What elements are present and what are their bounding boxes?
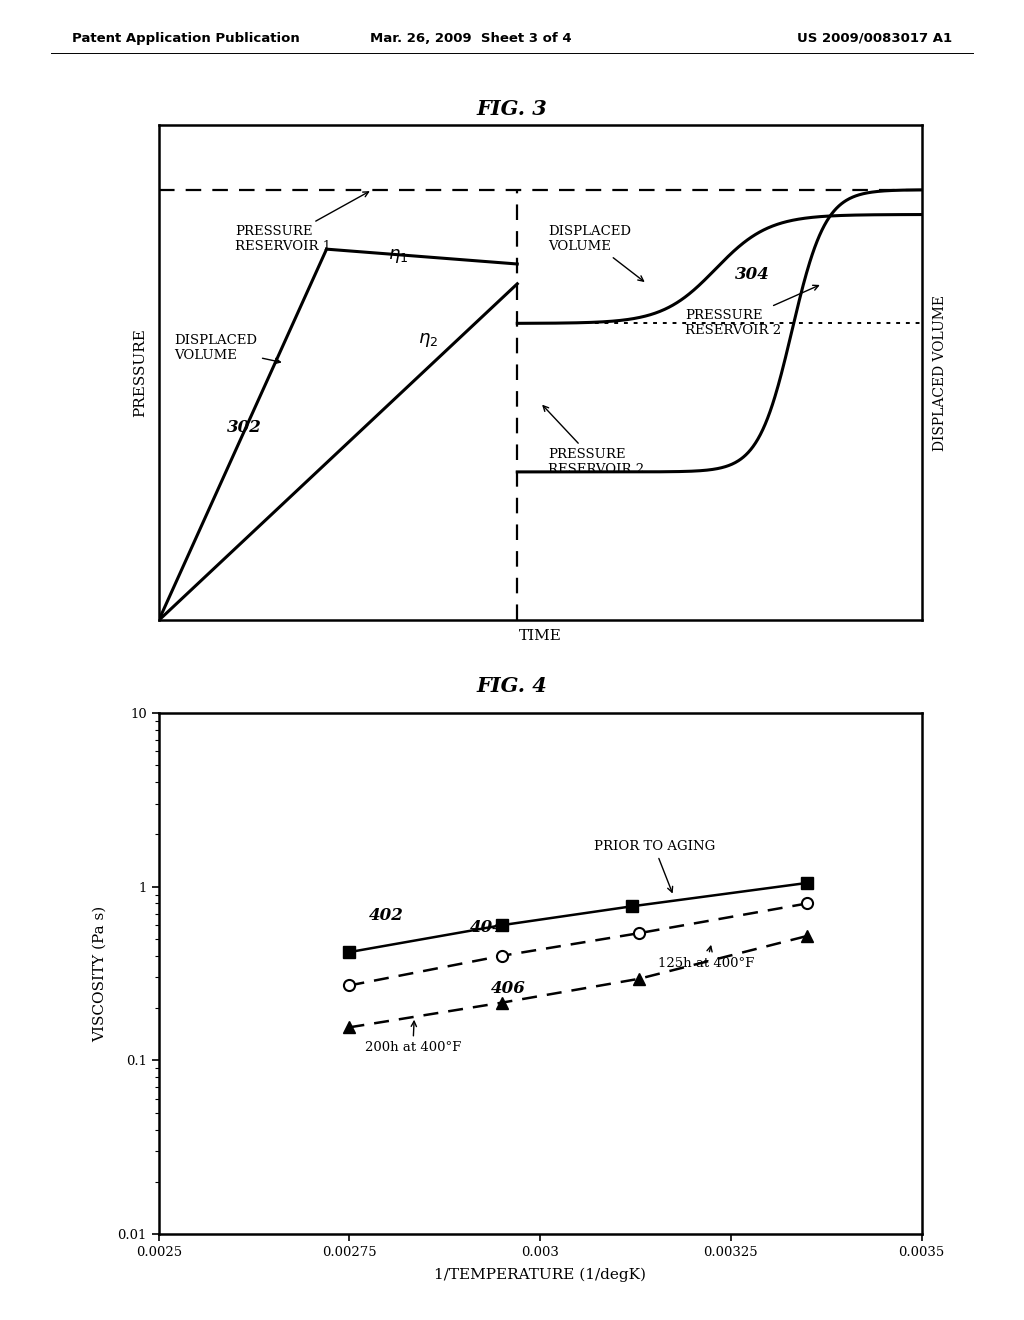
Text: DISPLACED
VOLUME: DISPLACED VOLUME [548, 226, 643, 281]
X-axis label: TIME: TIME [519, 628, 561, 643]
Text: 302: 302 [227, 420, 262, 437]
Text: $\eta_1$: $\eta_1$ [387, 247, 408, 265]
Text: $\eta_2$: $\eta_2$ [418, 331, 438, 350]
Text: 125h at 400°F: 125h at 400°F [658, 946, 755, 970]
Y-axis label: DISPLACED VOLUME: DISPLACED VOLUME [933, 294, 947, 451]
Text: PRESSURE
RESERVOIR 1: PRESSURE RESERVOIR 1 [234, 191, 369, 253]
Text: Patent Application Publication: Patent Application Publication [72, 32, 299, 45]
Text: Mar. 26, 2009  Sheet 3 of 4: Mar. 26, 2009 Sheet 3 of 4 [371, 32, 571, 45]
Text: 402: 402 [369, 907, 403, 924]
Text: DISPLACED
VOLUME: DISPLACED VOLUME [174, 334, 281, 363]
Text: 406: 406 [490, 979, 525, 997]
Text: FIG. 4: FIG. 4 [476, 676, 548, 696]
Text: US 2009/0083017 A1: US 2009/0083017 A1 [798, 32, 952, 45]
Y-axis label: PRESSURE: PRESSURE [133, 329, 147, 417]
X-axis label: 1/TEMPERATURE (1/degK): 1/TEMPERATURE (1/degK) [434, 1267, 646, 1282]
Text: PRESSURE
RESERVOIR 2: PRESSURE RESERVOIR 2 [543, 405, 644, 477]
Text: PRESSURE
RESERVOIR 2: PRESSURE RESERVOIR 2 [685, 285, 818, 338]
Text: 200h at 400°F: 200h at 400°F [365, 1022, 461, 1055]
Text: 304: 304 [734, 265, 770, 282]
Text: FIG. 3: FIG. 3 [476, 99, 548, 119]
Y-axis label: VISCOSITY (Pa s): VISCOSITY (Pa s) [92, 906, 106, 1041]
Text: PRIOR TO AGING: PRIOR TO AGING [594, 840, 715, 892]
Text: 404: 404 [470, 919, 505, 936]
